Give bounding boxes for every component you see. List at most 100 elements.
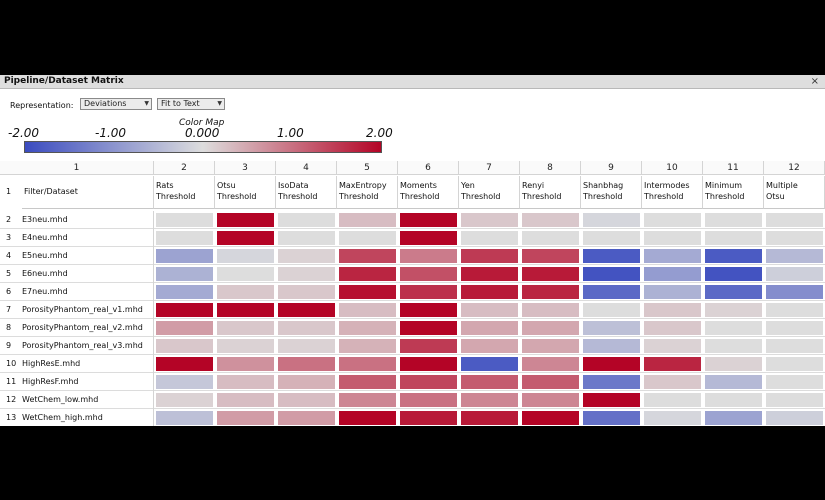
- matrix-cell[interactable]: [339, 267, 396, 281]
- matrix-cell[interactable]: [400, 213, 457, 227]
- matrix-cell[interactable]: [400, 393, 457, 407]
- matrix-cell[interactable]: [705, 303, 762, 317]
- matrix-cell[interactable]: [156, 339, 213, 353]
- matrix-cell[interactable]: [522, 339, 579, 353]
- matrix-cell[interactable]: [583, 339, 640, 353]
- matrix-cell[interactable]: [766, 285, 823, 299]
- matrix-cell[interactable]: [644, 375, 701, 389]
- column-header[interactable]: Rats Threshold: [154, 176, 215, 209]
- matrix-cell[interactable]: [278, 411, 335, 425]
- matrix-cell[interactable]: [705, 411, 762, 425]
- matrix-cell[interactable]: [583, 213, 640, 227]
- column-number-4[interactable]: 4: [276, 161, 337, 175]
- matrix-cell[interactable]: [339, 393, 396, 407]
- matrix-cell[interactable]: [583, 321, 640, 335]
- matrix-cell[interactable]: [766, 321, 823, 335]
- matrix-cell[interactable]: [644, 411, 701, 425]
- dataset-label[interactable]: WetChem_high.mhd: [22, 409, 154, 426]
- dataset-label[interactable]: PorosityPhantom_real_v3.mhd: [22, 337, 154, 355]
- matrix-cell[interactable]: [278, 321, 335, 335]
- matrix-cell[interactable]: [461, 411, 518, 425]
- matrix-cell[interactable]: [217, 339, 274, 353]
- matrix-cell[interactable]: [400, 411, 457, 425]
- column-header[interactable]: Shanbhag Threshold: [581, 176, 642, 209]
- matrix-cell[interactable]: [278, 303, 335, 317]
- matrix-cell[interactable]: [339, 231, 396, 245]
- matrix-cell[interactable]: [644, 231, 701, 245]
- dataset-label[interactable]: PorosityPhantom_real_v1.mhd: [22, 301, 154, 319]
- matrix-cell[interactable]: [583, 375, 640, 389]
- matrix-cell[interactable]: [278, 249, 335, 263]
- column-number-9[interactable]: 9: [581, 161, 642, 175]
- matrix-cell[interactable]: [278, 267, 335, 281]
- matrix-cell[interactable]: [583, 267, 640, 281]
- matrix-cell[interactable]: [461, 285, 518, 299]
- column-number-1[interactable]: 1: [0, 161, 154, 175]
- matrix-cell[interactable]: [278, 357, 335, 371]
- matrix-cell[interactable]: [217, 267, 274, 281]
- column-header[interactable]: Renyi Threshold: [520, 176, 581, 209]
- dataset-label[interactable]: E3neu.mhd: [22, 211, 154, 229]
- matrix-cell[interactable]: [766, 357, 823, 371]
- matrix-cell[interactable]: [156, 303, 213, 317]
- dataset-label[interactable]: WetChem_low.mhd: [22, 391, 154, 409]
- matrix-cell[interactable]: [339, 321, 396, 335]
- matrix-cell[interactable]: [705, 357, 762, 371]
- matrix-cell[interactable]: [217, 249, 274, 263]
- matrix-cell[interactable]: [583, 285, 640, 299]
- matrix-cell[interactable]: [461, 231, 518, 245]
- matrix-cell[interactable]: [217, 393, 274, 407]
- matrix-cell[interactable]: [217, 411, 274, 425]
- matrix-cell[interactable]: [339, 285, 396, 299]
- matrix-cell[interactable]: [766, 231, 823, 245]
- matrix-cell[interactable]: [339, 213, 396, 227]
- matrix-cell[interactable]: [217, 321, 274, 335]
- matrix-cell[interactable]: [156, 393, 213, 407]
- matrix-cell[interactable]: [400, 375, 457, 389]
- matrix-cell[interactable]: [339, 357, 396, 371]
- column-number-3[interactable]: 3: [215, 161, 276, 175]
- matrix-cell[interactable]: [339, 303, 396, 317]
- matrix-cell[interactable]: [522, 357, 579, 371]
- matrix-cell[interactable]: [156, 375, 213, 389]
- column-header[interactable]: Yen Threshold: [459, 176, 520, 209]
- matrix-cell[interactable]: [766, 213, 823, 227]
- matrix-cell[interactable]: [400, 339, 457, 353]
- matrix-cell[interactable]: [766, 393, 823, 407]
- column-number-6[interactable]: 6: [398, 161, 459, 175]
- matrix-cell[interactable]: [217, 303, 274, 317]
- matrix-cell[interactable]: [400, 303, 457, 317]
- matrix-cell[interactable]: [461, 357, 518, 371]
- matrix-cell[interactable]: [522, 375, 579, 389]
- matrix-cell[interactable]: [278, 285, 335, 299]
- matrix-cell[interactable]: [583, 411, 640, 425]
- matrix-cell[interactable]: [766, 375, 823, 389]
- column-number-5[interactable]: 5: [337, 161, 398, 175]
- matrix-cell[interactable]: [461, 303, 518, 317]
- matrix-cell[interactable]: [339, 339, 396, 353]
- close-icon[interactable]: ×: [810, 76, 819, 87]
- fit-mode-select[interactable]: Fit to Text ▼: [157, 98, 225, 110]
- matrix-cell[interactable]: [400, 249, 457, 263]
- dataset-label[interactable]: HighResF.mhd: [22, 373, 154, 391]
- matrix-cell[interactable]: [156, 267, 213, 281]
- matrix-cell[interactable]: [461, 267, 518, 281]
- matrix-cell[interactable]: [644, 321, 701, 335]
- matrix-cell[interactable]: [705, 339, 762, 353]
- matrix-cell[interactable]: [461, 375, 518, 389]
- matrix-cell[interactable]: [400, 231, 457, 245]
- matrix-cell[interactable]: [705, 321, 762, 335]
- matrix-cell[interactable]: [156, 213, 213, 227]
- matrix-cell[interactable]: [156, 249, 213, 263]
- matrix-cell[interactable]: [522, 321, 579, 335]
- matrix-cell[interactable]: [339, 375, 396, 389]
- matrix-cell[interactable]: [583, 393, 640, 407]
- matrix-cell[interactable]: [217, 375, 274, 389]
- matrix-cell[interactable]: [644, 357, 701, 371]
- matrix-cell[interactable]: [522, 393, 579, 407]
- matrix-cell[interactable]: [644, 249, 701, 263]
- matrix-cell[interactable]: [583, 357, 640, 371]
- matrix-cell[interactable]: [766, 411, 823, 425]
- matrix-cell[interactable]: [705, 213, 762, 227]
- matrix-cell[interactable]: [766, 303, 823, 317]
